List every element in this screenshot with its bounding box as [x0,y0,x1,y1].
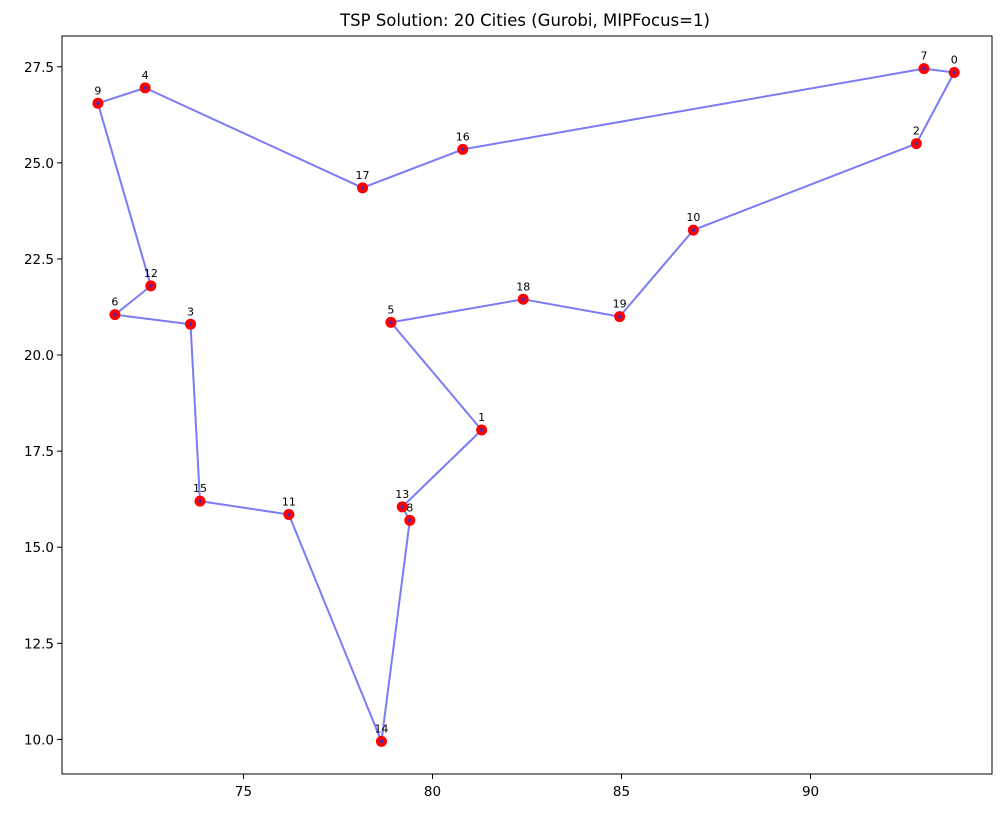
city-route-dot [389,320,393,324]
city-label: 18 [516,280,530,293]
x-axis: 75 80 85 90 [235,774,819,800]
city-route-dot [952,70,956,75]
y-tick-label: 27.5 [24,60,54,76]
route-segment [144,86,363,189]
y-tick-label: 10.0 [24,732,54,748]
city-route-dot [143,86,147,90]
route-segment [915,72,956,145]
y-tick-label: 12.5 [24,636,54,652]
x-tick-label: 80 [424,784,441,800]
city-route-dot [480,428,484,432]
route-segment [97,86,146,105]
city-route-dot [408,518,412,522]
y-tick-label: 25.0 [24,156,54,172]
city-label: 2 [913,125,920,138]
route-segment [390,298,524,324]
city-label: 17 [356,169,370,182]
route-segment [462,67,925,151]
city-label: 6 [111,296,118,309]
city-route-dot [96,101,100,105]
city-route-dot [400,505,404,509]
city-route-dot [188,322,193,326]
x-tick-label: 85 [613,784,630,800]
route-segment [96,102,152,287]
chart-title: TSP Solution: 20 Cities (Gurobi, MIPFocu… [339,11,710,30]
city-label: 11 [282,496,296,509]
y-axis: 10.0 12.5 15.0 17.5 20.0 22.5 25.0 27.5 [24,60,62,748]
city-route-dot [461,147,465,151]
city-label: 7 [920,50,927,63]
y-tick-label: 22.5 [24,252,54,268]
route-segment [390,321,483,431]
city-route-dot [618,314,622,319]
city-route-dot [149,284,153,288]
city-route-dot [521,297,525,301]
city-label: 9 [94,84,101,97]
city-route-dot [914,142,918,146]
city-label: 19 [613,298,627,311]
plot-frame [61,35,993,775]
city-label: 1 [478,411,485,424]
y-tick-label: 15.0 [24,540,54,556]
x-tick-label: 90 [802,784,819,800]
city-label: 14 [374,722,388,735]
route-segment [618,229,695,318]
route-segment [362,148,464,189]
route-segment [380,520,411,742]
city-route-dot [287,512,291,517]
route-segment [114,285,152,316]
city-label: 0 [951,54,958,67]
city-label: 15 [193,482,207,495]
city-route-dot [379,739,384,743]
city-label: 4 [142,69,149,82]
city-label: 13 [395,488,409,501]
city-route-dot [922,67,926,71]
route-segment [401,429,483,508]
city-route-dot [198,499,202,503]
route-segment [287,514,383,742]
city-route-dot [360,186,365,190]
city-label: 12 [144,267,158,280]
city-label: 5 [387,303,394,316]
route-segment [692,142,917,232]
x-tick-label: 75 [235,784,252,800]
y-tick-label: 20.0 [24,348,54,364]
city-route-dot [691,228,695,232]
route-segment [114,313,191,326]
route-segment [199,500,289,516]
city-label: 16 [456,130,470,143]
route-segment [189,324,201,502]
route-segment [523,298,620,318]
y-tick-label: 17.5 [24,444,54,460]
city-label: 3 [187,305,194,318]
city-label: 8 [406,501,413,514]
tour-route [96,67,956,742]
city-route-dot [113,313,117,317]
city-label: 10 [686,211,700,224]
